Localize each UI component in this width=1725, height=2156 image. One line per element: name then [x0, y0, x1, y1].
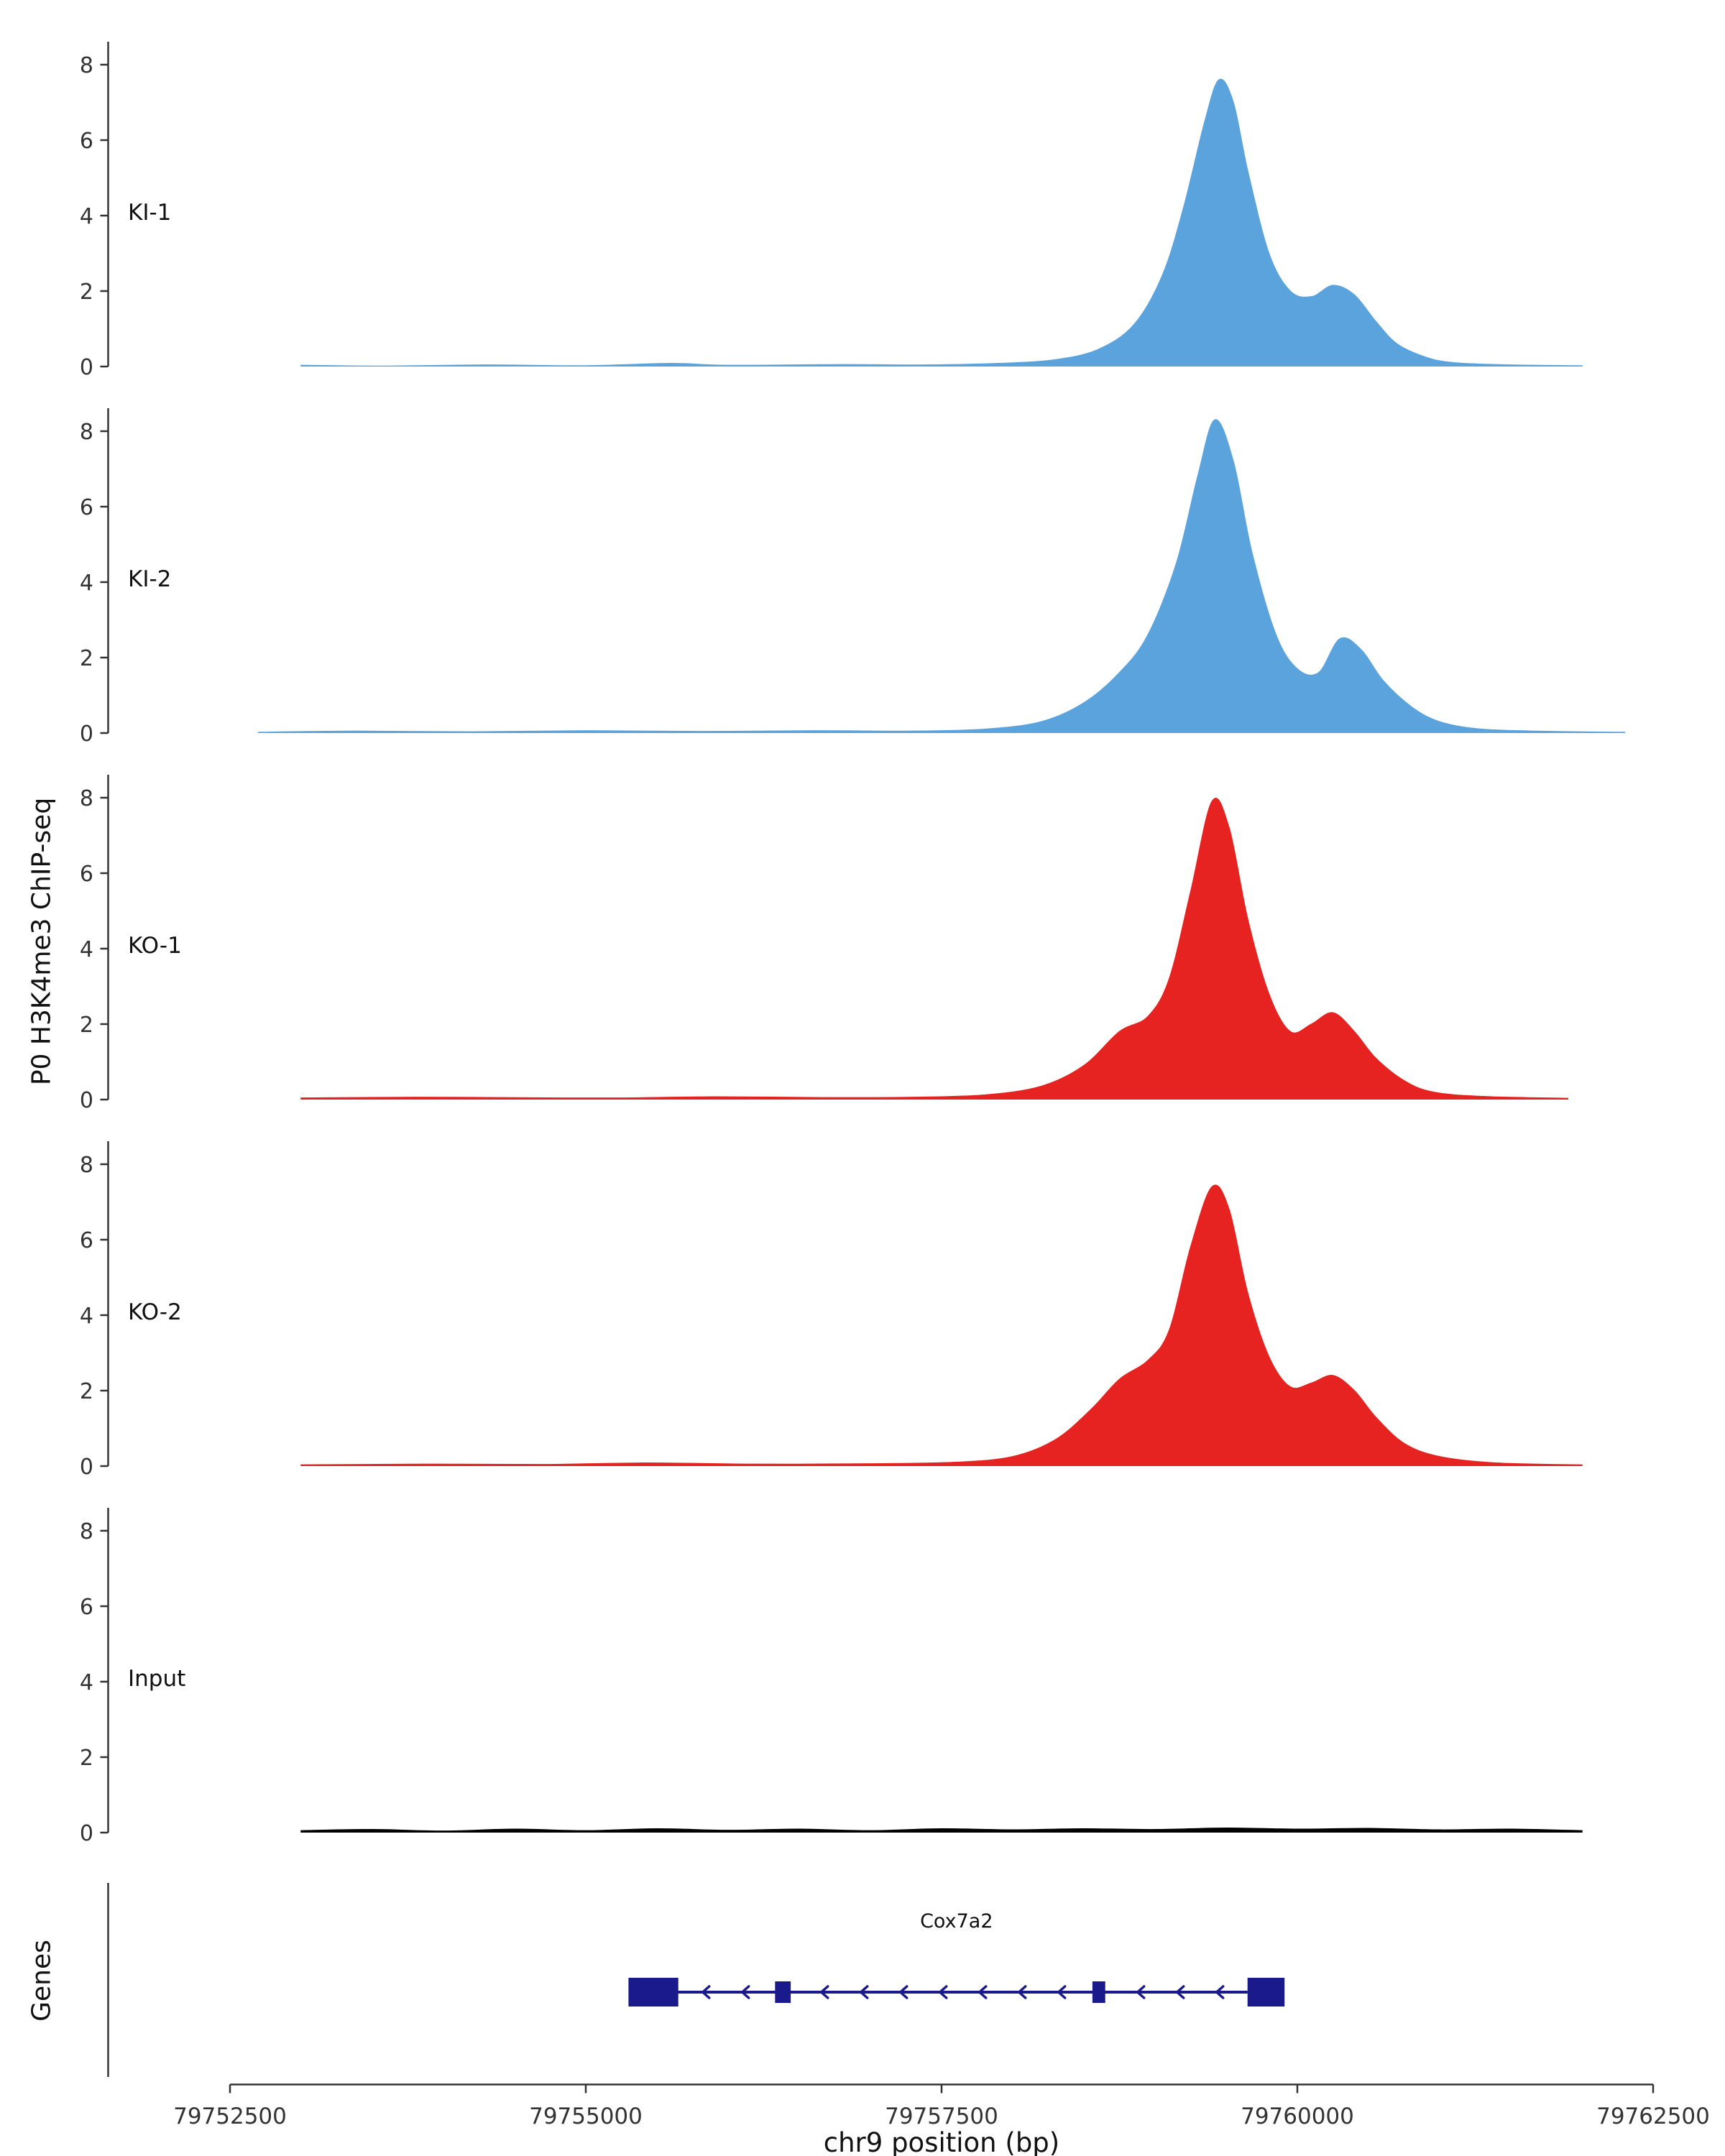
y-tick-label-Input-8: 8: [80, 1519, 93, 1544]
x-tick-label-79757500: 79757500: [885, 2104, 998, 2129]
strand-arrow-left-icon: [1017, 1985, 1027, 1999]
y-tick-label-Input-6: 6: [80, 1595, 93, 1620]
y-tick-label-KO-2-2: 2: [80, 1379, 93, 1404]
track-label-KO-1: KO-1: [128, 933, 182, 959]
strand-arrow-left-icon: [1175, 1985, 1185, 1999]
x-axis-title: chr9 position (bp): [824, 2127, 1059, 2156]
coverage-area-KI-2: [257, 419, 1626, 733]
gene-exon-3: [1092, 1981, 1105, 2003]
track-label-KO-2: KO-2: [128, 1299, 182, 1325]
y-tick-label-KI-2-2: 2: [80, 646, 93, 671]
x-tick-label-79755000: 79755000: [529, 2104, 643, 2129]
strand-arrow-left-icon: [819, 1985, 829, 1999]
y-tick-label-KI-2-8: 8: [80, 420, 93, 445]
strand-arrow-left-icon: [978, 1985, 988, 1999]
track-label-Input: Input: [128, 1666, 185, 1692]
strand-arrow-left-icon: [1057, 1985, 1067, 1999]
y-tick-label-KI-1-8: 8: [80, 53, 93, 78]
y-tick-label-KI-2-0: 0: [80, 722, 93, 747]
gene-exon-1: [628, 1978, 678, 2007]
x-tick-label-79762500: 79762500: [1596, 2104, 1710, 2129]
y-axis-title: P0 H3K4me3 ChIP-seq: [27, 797, 57, 1086]
x-tick-label-79760000: 79760000: [1241, 2104, 1354, 2129]
y-tick-label-KO-1-4: 4: [80, 937, 93, 962]
y-tick-label-KI-1-0: 0: [80, 355, 93, 380]
strand-arrow-left-icon: [740, 1985, 750, 1999]
track-label-KI-2: KI-2: [128, 566, 171, 592]
gene-name-label: Cox7a2: [920, 1910, 993, 1932]
track-label-KI-1: KI-1: [128, 200, 171, 226]
y-tick-label-KO-1-8: 8: [80, 786, 93, 811]
y-tick-label-KO-2-4: 4: [80, 1304, 93, 1329]
coverage-area-KO-2: [300, 1184, 1583, 1466]
y-tick-label-Input-2: 2: [80, 1746, 93, 1771]
y-tick-label-KI-2-4: 4: [80, 571, 93, 596]
genes-panel-title: Genes: [27, 1940, 57, 2022]
y-tick-label-KI-2-6: 6: [80, 495, 93, 520]
strand-arrow-left-icon: [938, 1985, 948, 1999]
gene-exon-4: [1247, 1978, 1285, 2007]
y-tick-label-Input-4: 4: [80, 1670, 93, 1695]
y-tick-label-KO-2-6: 6: [80, 1228, 93, 1253]
gene-exon-2: [775, 1981, 791, 2003]
y-tick-label-KI-1-4: 4: [80, 204, 93, 229]
strand-arrow-left-icon: [859, 1985, 869, 1999]
y-tick-label-Input-0: 0: [80, 1821, 93, 1846]
strand-arrow-left-icon: [701, 1985, 711, 1999]
coverage-area-Input: [300, 1827, 1583, 1833]
strand-arrow-left-icon: [898, 1985, 908, 1999]
y-tick-label-KO-2-8: 8: [80, 1153, 93, 1178]
y-tick-label-KO-1-2: 2: [80, 1013, 93, 1038]
y-tick-label-KO-1-6: 6: [80, 862, 93, 887]
y-tick-label-KI-1-2: 2: [80, 280, 93, 305]
y-tick-label-KO-1-0: 0: [80, 1088, 93, 1113]
y-tick-label-KI-1-6: 6: [80, 129, 93, 154]
x-tick-label-79752500: 79752500: [173, 2104, 287, 2129]
strand-arrow-left-icon: [1215, 1985, 1225, 1999]
coverage-area-KO-1: [300, 798, 1568, 1100]
y-tick-label-KO-2-0: 0: [80, 1455, 93, 1480]
strand-arrow-left-icon: [1136, 1985, 1146, 1999]
coverage-area-KI-1: [300, 78, 1583, 367]
